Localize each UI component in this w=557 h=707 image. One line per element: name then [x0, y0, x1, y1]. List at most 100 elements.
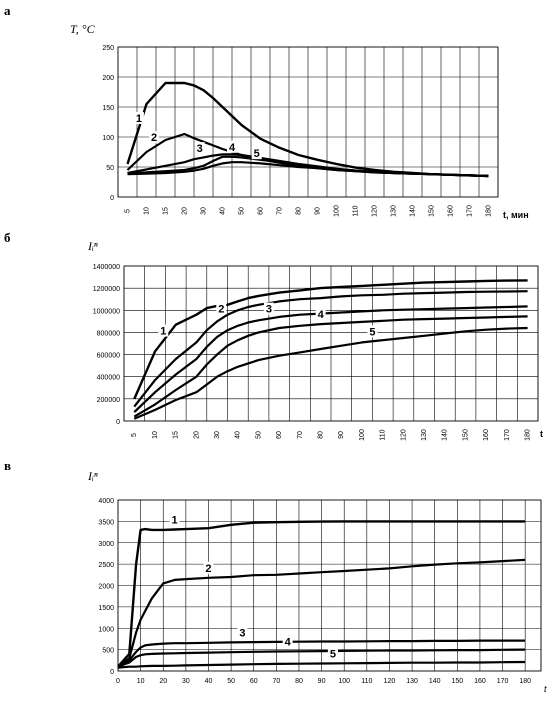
x-tick-label: 0	[116, 678, 120, 685]
series-line-3	[133, 305, 528, 413]
chart-a: 5 10 15 20 30 40 50 60 70 80 90 100 110 120 130 140 150 1…	[102, 45, 499, 217]
x-tick-label: 90	[314, 207, 321, 215]
x-tick-label: 130	[390, 205, 397, 217]
y-tick-label: 3500	[98, 519, 114, 526]
chart-c-xlabel: t	[544, 684, 547, 694]
series-label-4: 4	[229, 142, 236, 154]
series-label-bg	[263, 302, 274, 315]
y-tick-label: 150	[102, 105, 114, 112]
panel-letter-c: в	[4, 458, 11, 473]
x-tick-label: 180	[485, 205, 492, 217]
series-line-3	[117, 639, 526, 668]
chart-a-xlabel: t, мин	[503, 210, 529, 220]
x-tick-label: 180	[524, 429, 531, 441]
series-label-2: 2	[205, 563, 211, 575]
y-tick-label: 1000	[98, 626, 114, 633]
panel-letter-b: б	[4, 230, 11, 245]
series-label-5: 5	[254, 148, 260, 160]
y-tick-label: 400000	[97, 375, 120, 382]
x-tick-label: 50	[227, 678, 235, 685]
x-tick-label: 100	[333, 205, 340, 217]
x-tick-label: 10	[137, 678, 145, 685]
y-tick-label: 1000000	[93, 308, 120, 315]
plot-frame	[123, 265, 539, 422]
y-tick-label: 0	[110, 669, 114, 676]
series-label-bg	[194, 142, 205, 155]
y-tick-label: 200	[102, 75, 114, 82]
x-tick-label: 170	[466, 205, 473, 217]
series-label-1: 1	[160, 326, 166, 338]
x-tick-label: 30	[182, 678, 190, 685]
y-tick-label: 600000	[97, 353, 120, 360]
series-line-4	[133, 315, 528, 418]
y-tick-label: 500	[102, 648, 114, 655]
x-tick-label: 20	[193, 431, 200, 439]
y-tick-label: 100	[102, 135, 114, 142]
x-tick-label: 160	[474, 678, 486, 685]
series-label-4: 4	[285, 636, 292, 648]
x-tick-label: 100	[338, 678, 350, 685]
x-tick-label: 20	[159, 678, 167, 685]
y-tick-label: 4000	[98, 498, 114, 505]
y-tick-label: 0	[110, 195, 114, 202]
x-tick-label: 130	[421, 429, 428, 441]
x-tick-label: 70	[276, 207, 283, 215]
x-tick-label: 140	[429, 678, 441, 685]
series-label-bg	[133, 112, 144, 124]
series-line-1	[117, 520, 526, 668]
series-label-5: 5	[369, 326, 375, 338]
series-line-1	[133, 279, 528, 400]
x-tick-label: 80	[295, 207, 302, 215]
x-tick-label: 5	[131, 433, 138, 437]
series-line-5	[117, 660, 526, 669]
series-label-bg	[282, 635, 293, 648]
x-tick-label: 170	[504, 429, 511, 441]
series-label-5: 5	[330, 648, 336, 660]
plot-frame	[117, 46, 499, 198]
series-label-3: 3	[239, 627, 245, 639]
x-tick-label: 130	[406, 678, 418, 685]
x-tick-label: 20	[181, 207, 188, 215]
series-label-3: 3	[197, 143, 203, 155]
series-label-2: 2	[151, 132, 157, 144]
x-tick-label: 160	[483, 429, 490, 441]
x-tick-label: 110	[352, 205, 359, 216]
x-tick-label: 30	[200, 207, 207, 215]
x-tick-label: 60	[276, 431, 283, 439]
y-tick-label: 1400000	[93, 264, 120, 271]
y-tick-label: 1200000	[93, 286, 120, 293]
series-line-2	[117, 558, 526, 668]
x-tick-label: 170	[497, 678, 509, 685]
chart-b: 5 10 15 20 30 40 50 60 70 80 90 100 110 120 130 140 150 1…	[93, 264, 539, 441]
series-label-bg	[169, 513, 180, 526]
plot-frame	[117, 499, 542, 672]
x-tick-label: 120	[384, 678, 396, 685]
series-label-bg	[327, 647, 338, 660]
x-tick-label: 90	[338, 431, 345, 439]
y-tick-label: 2500	[98, 562, 114, 569]
chart-c: 0 10 20 30 40 50 60 70 80 90 100 110 120 130 140 150 160…	[98, 498, 542, 685]
x-tick-label: 15	[162, 207, 169, 215]
chart-a-ylabel: T, °C	[70, 22, 96, 36]
series-label-bg	[149, 131, 160, 144]
x-tick-label: 40	[235, 431, 242, 439]
chart-c-ylabel: Iᵢⁿ	[87, 469, 98, 483]
chart-b-ylabel: Iᵢⁿ	[87, 239, 98, 253]
series-label-1: 1	[171, 514, 177, 526]
y-tick-label: 0	[116, 419, 120, 426]
x-tick-label: 150	[462, 429, 469, 441]
x-tick-label: 140	[442, 429, 449, 441]
x-tick-label: 90	[318, 678, 326, 685]
x-tick-label: 150	[451, 678, 463, 685]
x-tick-label: 160	[447, 205, 454, 217]
x-tick-label: 110	[361, 678, 372, 685]
series-label-2: 2	[218, 304, 224, 316]
y-tick-label: 50	[106, 165, 114, 172]
series-label-bg	[227, 140, 237, 153]
y-tick-label: 800000	[97, 330, 120, 337]
x-tick-label: 60	[257, 207, 264, 215]
x-tick-label: 140	[409, 205, 416, 217]
series-label-1: 1	[136, 113, 142, 125]
y-tick-label: 2000	[98, 584, 114, 591]
